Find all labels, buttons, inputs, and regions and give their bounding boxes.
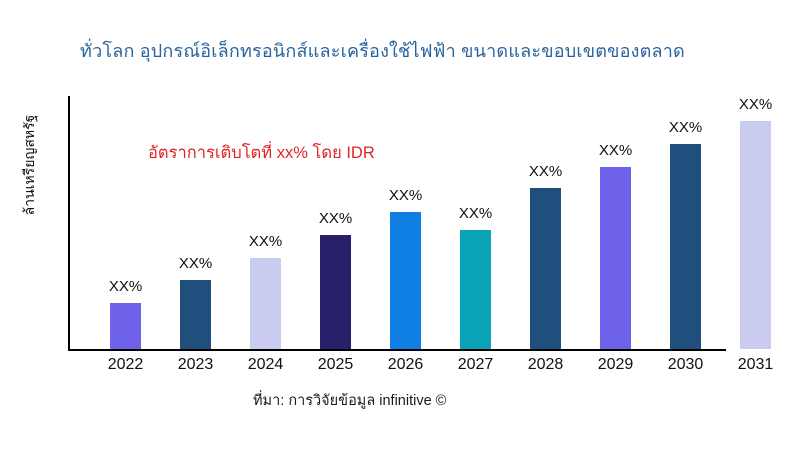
bar-2028 (530, 188, 561, 349)
bar-2027 (460, 230, 491, 349)
bar-2022 (110, 303, 141, 349)
bar-value-label-2025: XX% (318, 210, 353, 227)
bar-2030 (670, 144, 701, 349)
y-axis-line (68, 96, 70, 351)
x-tick-label-2029: 2029 (597, 356, 634, 373)
bar-value-label-2026: XX% (388, 187, 423, 204)
bar-value-label-2022: XX% (108, 278, 143, 295)
bar-value-label-2030: XX% (668, 119, 703, 136)
bar-2026 (390, 212, 421, 349)
x-tick-label-2028: 2028 (527, 356, 564, 373)
bar-value-label-2029: XX% (598, 142, 633, 159)
bar-value-label-2023: XX% (178, 255, 213, 272)
growth-rate-annotation: อัตราการเติบโตที่ xx% โดย IDR (148, 144, 375, 162)
x-tick-label-2026: 2026 (387, 356, 424, 373)
bar-2029 (600, 167, 631, 349)
bar-value-label-2024: XX% (248, 233, 283, 250)
bar-2025 (320, 235, 351, 349)
y-axis-label: ล้านเหรียญสหรัฐ (21, 114, 37, 216)
x-tick-label-2031: 2031 (737, 356, 774, 373)
bar-value-label-2028: XX% (528, 163, 563, 180)
x-tick-label-2023: 2023 (177, 356, 214, 373)
source-note: ที่มา: การวิจัยข้อมูล infinitive © (253, 393, 447, 409)
x-axis-line (68, 349, 726, 351)
bar-2031 (740, 121, 771, 349)
chart-title: ทั่วโลก อุปกรณ์อิเล็กทรอนิกส์และเครื่องใ… (80, 41, 685, 61)
x-tick-label-2024: 2024 (247, 356, 284, 373)
bar-value-label-2027: XX% (458, 205, 493, 222)
bar-2023 (180, 280, 211, 349)
x-tick-label-2022: 2022 (107, 356, 144, 373)
x-tick-label-2025: 2025 (317, 356, 354, 373)
x-tick-label-2030: 2030 (667, 356, 704, 373)
bar-2024 (250, 258, 281, 349)
bar-value-label-2031: XX% (738, 96, 773, 113)
x-tick-label-2027: 2027 (457, 356, 494, 373)
